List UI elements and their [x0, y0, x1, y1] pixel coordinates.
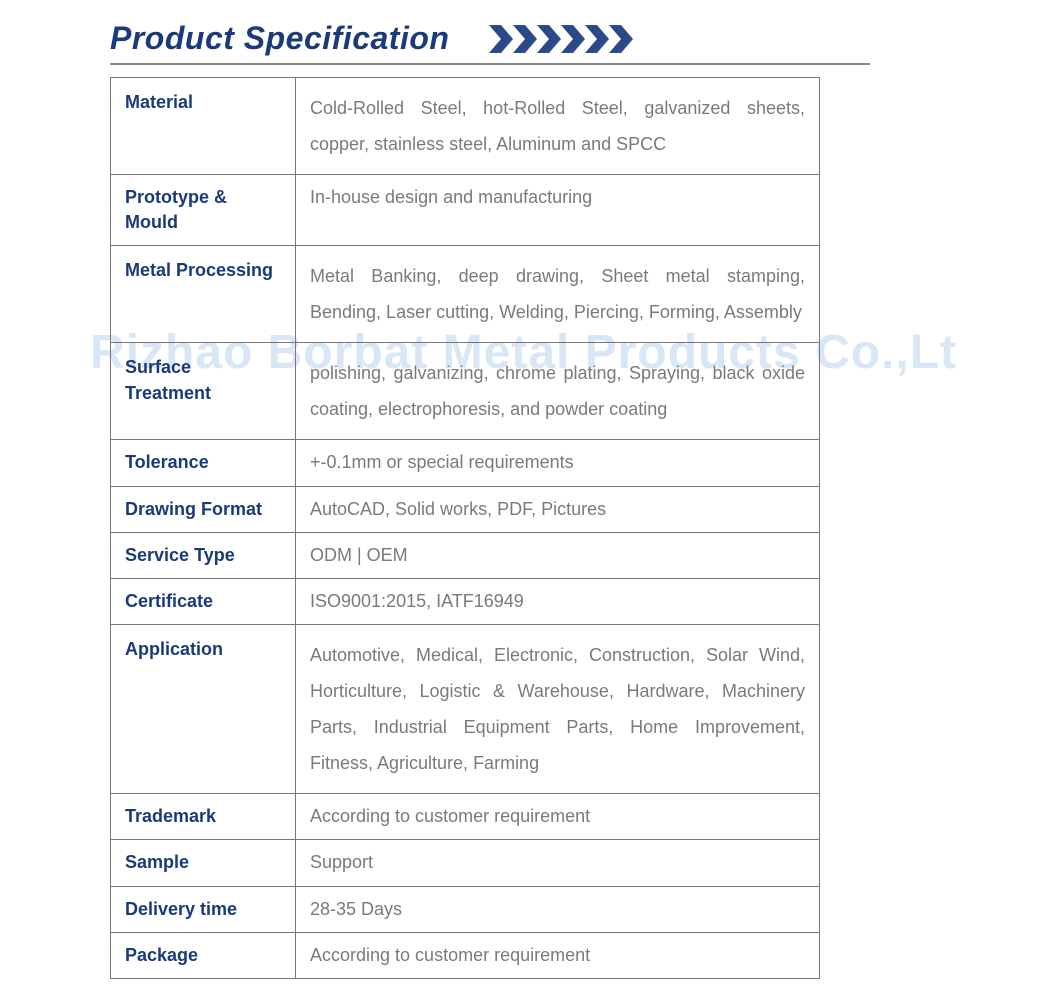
chevron-icon: [513, 25, 537, 53]
spec-label: Prototype & Mould: [111, 175, 296, 246]
spec-label: Sample: [111, 840, 296, 886]
spec-value: ODM | OEM: [296, 532, 820, 578]
spec-value: Cold-Rolled Steel, hot-Rolled Steel, gal…: [296, 78, 820, 175]
page-title: Product Specification: [110, 20, 449, 57]
table-row: TrademarkAccording to customer requireme…: [111, 794, 820, 840]
spec-value: +-0.1mm or special requirements: [296, 440, 820, 486]
spec-label: Service Type: [111, 532, 296, 578]
chevron-group: [489, 25, 633, 53]
chevron-icon: [489, 25, 513, 53]
spec-label: Trademark: [111, 794, 296, 840]
spec-value: Metal Banking, deep drawing, Sheet metal…: [296, 246, 820, 343]
spec-label: Delivery time: [111, 886, 296, 932]
chevron-icon: [585, 25, 609, 53]
spec-value: According to customer requirement: [296, 794, 820, 840]
spec-value: 28-35 Days: [296, 886, 820, 932]
chevron-icon: [561, 25, 585, 53]
table-row: Surface Treatmentpolishing, galvanizing,…: [111, 343, 820, 440]
table-row: Delivery time28-35 Days: [111, 886, 820, 932]
table-row: Drawing FormatAutoCAD, Solid works, PDF,…: [111, 486, 820, 532]
spec-label: Surface Treatment: [111, 343, 296, 440]
table-row: Metal ProcessingMetal Banking, deep draw…: [111, 246, 820, 343]
spec-value: According to customer requirement: [296, 932, 820, 978]
spec-label: Application: [111, 625, 296, 794]
spec-value: ISO9001:2015, IATF16949: [296, 578, 820, 624]
table-row: Prototype & MouldIn-house design and man…: [111, 175, 820, 246]
chevron-icon: [609, 25, 633, 53]
table-row: CertificateISO9001:2015, IATF16949: [111, 578, 820, 624]
table-row: PackageAccording to customer requirement: [111, 932, 820, 978]
spec-value: AutoCAD, Solid works, PDF, Pictures: [296, 486, 820, 532]
spec-label: Tolerance: [111, 440, 296, 486]
spec-table: MaterialCold-Rolled Steel, hot-Rolled St…: [110, 77, 820, 979]
table-row: Service TypeODM | OEM: [111, 532, 820, 578]
table-row: SampleSupport: [111, 840, 820, 886]
spec-value: Support: [296, 840, 820, 886]
table-row: MaterialCold-Rolled Steel, hot-Rolled St…: [111, 78, 820, 175]
header-row: Product Specification: [110, 20, 870, 65]
spec-label: Metal Processing: [111, 246, 296, 343]
spec-label: Drawing Format: [111, 486, 296, 532]
spec-value: polishing, galvanizing, chrome plating, …: [296, 343, 820, 440]
spec-container: Product Specification MaterialCold-Rolle…: [0, 0, 1060, 999]
spec-value: Automotive, Medical, Electronic, Constru…: [296, 625, 820, 794]
spec-label: Material: [111, 78, 296, 175]
spec-label: Certificate: [111, 578, 296, 624]
spec-value: In-house design and manufacturing: [296, 175, 820, 246]
chevron-icon: [537, 25, 561, 53]
table-row: Tolerance+-0.1mm or special requirements: [111, 440, 820, 486]
table-row: ApplicationAutomotive, Medical, Electron…: [111, 625, 820, 794]
spec-label: Package: [111, 932, 296, 978]
